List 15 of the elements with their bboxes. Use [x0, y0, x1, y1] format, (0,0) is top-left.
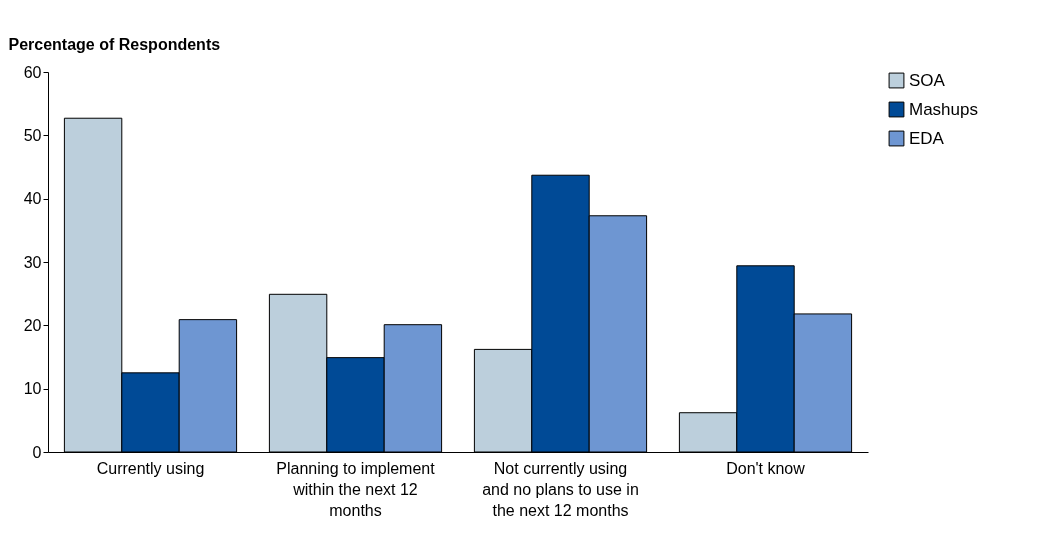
x-tick-label: Planning to implement within the next 12 months	[276, 459, 436, 519]
y-tick-label: 60	[23, 63, 42, 81]
y-tick-label: 50	[23, 126, 42, 144]
legend-label: SOA	[909, 70, 946, 90]
x-tick-label: Don't know	[726, 459, 806, 477]
y-tick-label: 10	[23, 380, 42, 398]
legend-label: EDA	[909, 128, 945, 148]
y-tick-label: 40	[23, 190, 42, 208]
y-tick-label: 0	[32, 443, 42, 461]
x-tick-label: Currently using	[96, 459, 205, 477]
y-tick-label: 30	[23, 253, 42, 271]
y-axis-title: Percentage of Respondents	[8, 35, 221, 53]
x-tick-label: Not currently using and no plans to use in the next 12 months	[482, 459, 639, 519]
y-tick-label: 20	[23, 316, 42, 334]
legend-label: Mashups	[909, 99, 978, 119]
